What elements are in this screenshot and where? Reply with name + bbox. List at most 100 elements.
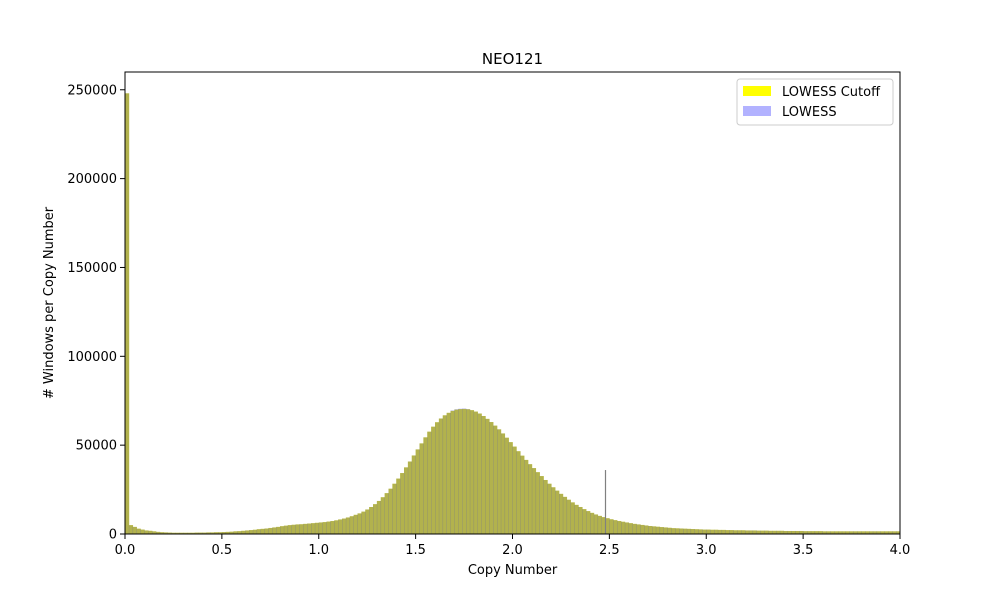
histogram-bar xyxy=(543,479,548,534)
histogram-bar xyxy=(570,502,575,534)
bars-layer xyxy=(125,93,901,534)
histogram-bar xyxy=(768,530,773,534)
histogram-bar xyxy=(822,531,827,534)
histogram-bar xyxy=(632,523,637,534)
histogram-bar xyxy=(590,512,595,534)
histogram-bar xyxy=(791,530,796,534)
histogram-bar xyxy=(834,531,839,534)
histogram-bar xyxy=(179,532,184,534)
histogram-bar xyxy=(551,487,556,534)
histogram-bar xyxy=(896,531,901,534)
histogram-bar xyxy=(466,409,471,534)
histogram-bar xyxy=(593,514,599,534)
series-lowess-cutoff xyxy=(125,93,901,534)
histogram-bar xyxy=(322,522,327,534)
histogram-bar xyxy=(888,531,893,534)
histogram-bar xyxy=(361,511,366,534)
histogram-bar xyxy=(892,531,897,534)
histogram-bar xyxy=(225,531,230,534)
histogram-bar xyxy=(326,521,331,534)
histogram-bar xyxy=(415,449,420,534)
histogram-bar xyxy=(884,531,889,534)
histogram-bar xyxy=(477,413,482,534)
histogram-bar xyxy=(338,519,343,534)
histogram-bar xyxy=(268,527,273,534)
histogram-bar xyxy=(667,527,672,534)
histogram-bar xyxy=(845,531,850,534)
histogram-bar xyxy=(543,479,548,534)
histogram-bar xyxy=(214,532,219,534)
histogram-bar xyxy=(388,488,393,534)
histogram-bar xyxy=(353,514,358,534)
histogram-bar xyxy=(783,530,788,534)
histogram-bar xyxy=(221,532,227,534)
histogram-bar xyxy=(380,497,385,534)
histogram-bar xyxy=(609,519,614,534)
histogram-bar xyxy=(787,530,792,534)
histogram-bar xyxy=(330,521,335,534)
histogram-bar xyxy=(187,532,192,534)
histogram-bar xyxy=(884,531,889,534)
histogram-bar xyxy=(772,530,777,534)
histogram-bar xyxy=(431,426,436,534)
histogram-bar xyxy=(125,93,130,534)
histogram-bar xyxy=(512,446,517,534)
histogram-bar xyxy=(841,531,847,534)
histogram-bar xyxy=(559,493,564,534)
histogram-bar xyxy=(202,532,207,534)
histogram-bar xyxy=(663,527,668,534)
histogram-bar xyxy=(776,530,781,534)
histogram-bar xyxy=(202,532,207,534)
histogram-bar xyxy=(826,531,831,534)
histogram-bar xyxy=(787,530,792,534)
histogram-bar xyxy=(237,531,242,534)
histogram-bar xyxy=(295,524,300,534)
x-tick-label: 3.0 xyxy=(696,543,717,558)
histogram-bar xyxy=(539,476,544,534)
histogram-bar xyxy=(326,521,331,534)
histogram-bar xyxy=(865,531,870,534)
histogram-bar xyxy=(652,526,657,534)
histogram-bar xyxy=(547,483,552,534)
histogram-bar xyxy=(586,511,591,534)
histogram-bar xyxy=(400,473,405,534)
histogram-bar xyxy=(799,530,804,534)
histogram-bar xyxy=(605,518,610,534)
histogram-bar xyxy=(814,531,819,534)
histogram-bar xyxy=(876,531,881,534)
histogram-bar xyxy=(706,529,711,534)
histogram-bar xyxy=(617,521,622,534)
histogram-bar xyxy=(233,531,238,534)
histogram-bar xyxy=(578,506,583,534)
histogram-bar xyxy=(330,521,335,534)
histogram-bar xyxy=(605,518,610,534)
histogram-bar xyxy=(128,525,134,534)
histogram-bar xyxy=(524,459,529,534)
legend-swatch-lowess xyxy=(743,106,771,116)
histogram-bar xyxy=(655,526,661,534)
x-tick-label: 2.0 xyxy=(502,543,523,558)
histogram-bar xyxy=(466,409,471,534)
histogram-bar xyxy=(190,532,196,534)
histogram-bar xyxy=(218,532,223,534)
histogram-bar xyxy=(539,476,544,534)
histogram-bar xyxy=(369,506,374,534)
histogram-bar xyxy=(872,531,878,534)
histogram-bar xyxy=(830,531,835,534)
histogram-bar xyxy=(659,527,664,534)
histogram-bar xyxy=(225,531,230,534)
histogram-bar xyxy=(179,532,184,534)
histogram-bar xyxy=(652,526,657,534)
histogram-bar xyxy=(760,530,765,534)
histogram-bar xyxy=(442,415,447,534)
histogram-bar xyxy=(648,526,653,534)
histogram-bar xyxy=(621,521,626,534)
histogram-bar xyxy=(132,526,137,534)
histogram-bar xyxy=(260,528,265,534)
histogram-bar xyxy=(834,531,839,534)
histogram-bar xyxy=(880,531,885,534)
histogram-bar xyxy=(601,517,606,534)
histogram-bar xyxy=(280,526,285,534)
histogram-bar xyxy=(710,529,715,534)
histogram-bar xyxy=(714,529,719,534)
